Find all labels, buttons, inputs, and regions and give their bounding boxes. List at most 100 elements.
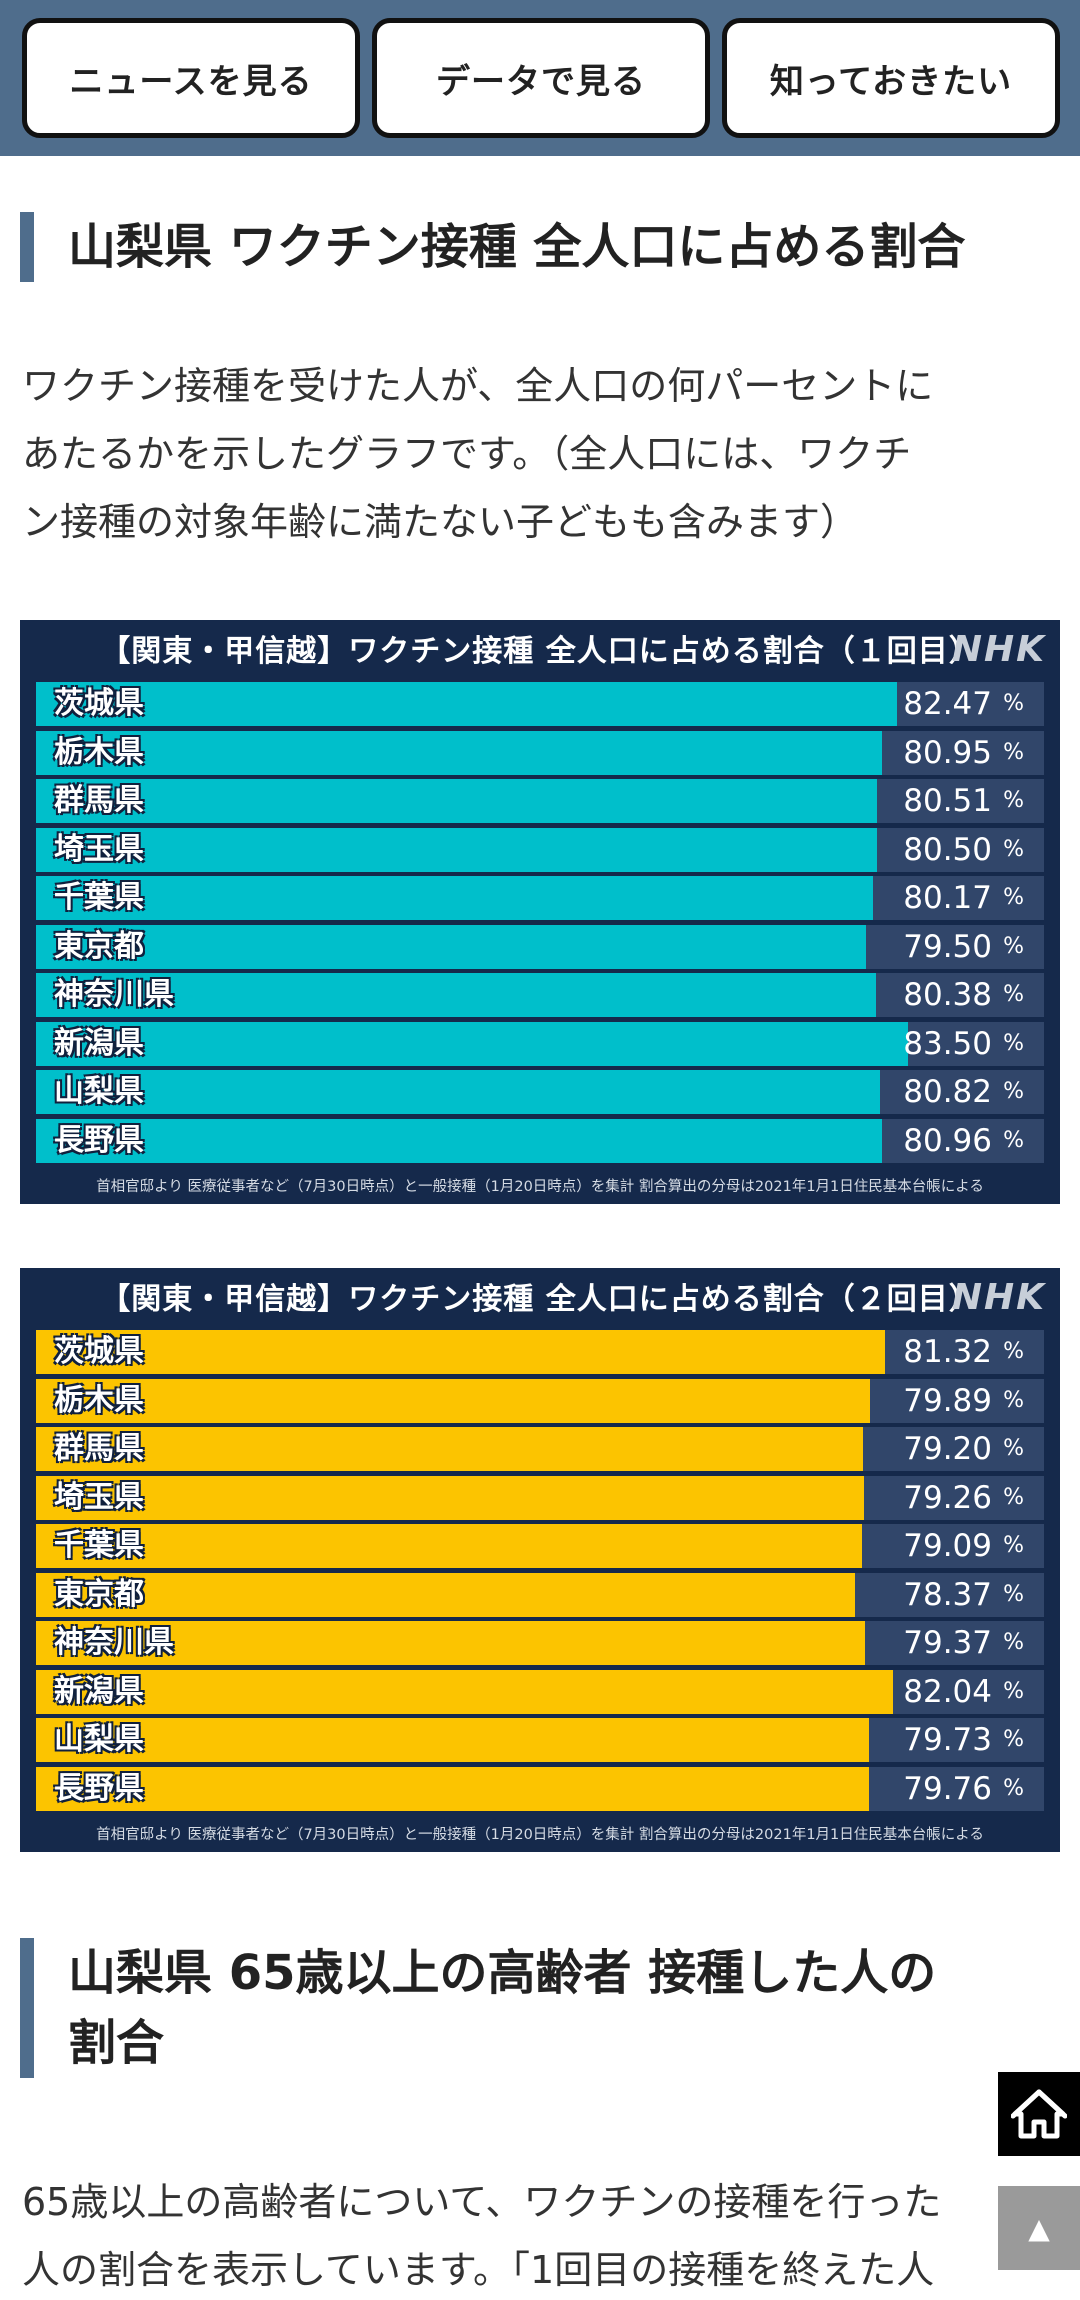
bar-value-label: 79.26 (903, 1479, 992, 1516)
bar (36, 1118, 882, 1163)
bar-category-label: 神奈川県 (54, 977, 174, 1012)
bar-value-label: 79.37 (903, 1625, 992, 1661)
bar-value-label: 82.04 (903, 1673, 992, 1710)
bar-unit-label: % (1003, 836, 1024, 862)
chart-second-dose: 【関東・甲信越】ワクチン接種 全人口に占める割合（２回目） NHK 茨城県 81.… (20, 1268, 1060, 1852)
bar-category-label: 神奈川県 (54, 1625, 174, 1660)
bar-unit-label: % (1003, 788, 1024, 813)
bar-value-label: 79.50 (903, 928, 992, 965)
bar-value-label: 80.95 (903, 734, 992, 771)
chart-row: 埼玉県 79.26% (36, 1475, 1044, 1520)
home-button[interactable] (998, 2072, 1080, 2156)
chart-title: 【関東・甲信越】ワクチン接種 全人口に占める割合（１回目） (100, 634, 980, 669)
bar-unit-label: % (1003, 1436, 1024, 1461)
section-heading-vaccination-ratio: 山梨県 ワクチン接種 全人口に占める割合 (20, 212, 1060, 282)
bar-unit-label: % (1003, 1630, 1024, 1655)
bar (36, 730, 882, 775)
bar-value-label: 80.50 (903, 831, 992, 868)
back-to-top-button[interactable]: ▲ (998, 2186, 1080, 2270)
bar (36, 1070, 880, 1114)
bar-category-label: 群馬県 (54, 783, 144, 818)
bar-unit-label: % (1003, 1339, 1024, 1364)
bar-unit-label: % (1003, 1127, 1024, 1153)
bar-category-label: 山梨県 (54, 1722, 144, 1757)
chart-row: 山梨県 80.82% (36, 1070, 1044, 1114)
section-description: ワクチン接種を受けた人が、全人口の何パーセントに あたるかを示したグラフです。（… (22, 352, 1062, 556)
bar (36, 1021, 908, 1066)
chart-rows: 茨城県 82.47% 栃木県 80.95% 群馬県 80.51% 埼玉県 80.50% 千葉県 8… (36, 682, 1044, 1167)
bar-unit-label: % (1003, 1079, 1024, 1104)
bar-unit-label: % (1003, 1727, 1024, 1752)
top-nav: ニュースを見る データで見る 知っておきたい (0, 0, 1080, 156)
chart-row: 茨城県 82.47% (36, 682, 1044, 726)
bar-value-label: 79.89 (903, 1382, 992, 1419)
chart-row: 新潟県 83.50% (36, 1021, 1044, 1066)
bar-value-label: 80.82 (903, 1074, 992, 1110)
bar-value-label: 79.76 (903, 1770, 992, 1807)
chart-row: 長野県 79.76% (36, 1766, 1044, 1811)
bar-category-label: 群馬県 (54, 1431, 144, 1466)
chart-row: 栃木県 80.95% (36, 730, 1044, 775)
bar (36, 1524, 862, 1568)
bar-category-label: 長野県 (54, 1770, 144, 1806)
bar-value-label: 80.96 (903, 1122, 992, 1159)
bar-unit-label: % (1003, 885, 1024, 910)
up-arrow-icon: ▲ (1028, 2211, 1050, 2245)
bar (36, 1718, 869, 1762)
bar-category-label: 東京都 (54, 928, 144, 964)
bar-unit-label: % (1003, 933, 1024, 959)
bar (36, 1427, 863, 1471)
news-button[interactable]: ニュースを見る (22, 18, 360, 138)
description-line: ワクチン接種を受けた人が、全人口の何パーセントに (22, 364, 934, 408)
bar-value-label: 81.32 (903, 1334, 992, 1370)
chart-row: 群馬県 80.51% (36, 779, 1044, 823)
home-icon (1011, 2089, 1067, 2139)
bar (36, 682, 897, 726)
bar-category-label: 新潟県 (54, 1025, 144, 1061)
chart-row: 神奈川県 80.38% (36, 973, 1044, 1017)
bar-unit-label: % (1003, 691, 1024, 716)
bar-category-label: 新潟県 (54, 1673, 144, 1709)
bar-unit-label: % (1003, 1775, 1024, 1801)
bar-unit-label: % (1003, 1387, 1024, 1413)
bar-unit-label: % (1003, 1581, 1024, 1607)
heading-line: 割合 (68, 2015, 165, 2071)
bar-category-label: 長野県 (54, 1122, 144, 1158)
chart-row: 新潟県 82.04% (36, 1669, 1044, 1714)
description-line: あたるかを示したグラフです。（全人口には、ワクチ (22, 432, 912, 476)
chart-first-dose: 【関東・甲信越】ワクチン接種 全人口に占める割合（１回目） NHK 茨城県 82.… (20, 620, 1060, 1204)
description-line: 65歳以上の高齢者について、ワクチンの接種を行った (22, 2180, 942, 2224)
bar-unit-label: % (1003, 1484, 1024, 1510)
know-button[interactable]: 知っておきたい (722, 18, 1060, 138)
bar-value-label: 80.51 (903, 783, 992, 819)
bar-category-label: 山梨県 (54, 1074, 144, 1109)
chart-row: 千葉県 79.09% (36, 1524, 1044, 1568)
bar-value-label: 83.50 (903, 1025, 992, 1062)
chart-row: 埼玉県 80.50% (36, 827, 1044, 872)
bar-value-label: 80.38 (903, 977, 992, 1013)
chart-row: 千葉県 80.17% (36, 876, 1044, 920)
data-button[interactable]: データで見る (372, 18, 710, 138)
section-heading-elderly: 山梨県 65歳以上の高齢者 接種した人の 割合 (20, 1938, 1060, 2078)
bar-category-label: 栃木県 (54, 734, 144, 770)
bar (36, 1572, 855, 1617)
chart-title: 【関東・甲信越】ワクチン接種 全人口に占める割合（２回目） (100, 1282, 980, 1317)
chart-rows: 茨城県 81.32% 栃木県 79.89% 群馬県 79.20% 埼玉県 79.26% 千葉県 7… (36, 1330, 1044, 1815)
bar (36, 876, 873, 920)
chart-source-note: 首相官邸より 医療従事者など（7月30日時点）と一般接種（1月20日時点）を集計… (96, 1179, 984, 1195)
bar-unit-label: % (1003, 1678, 1024, 1704)
bar (36, 1475, 864, 1520)
bar-value-label: 78.37 (903, 1576, 992, 1613)
bar-value-label: 79.73 (903, 1722, 992, 1758)
bar (36, 779, 877, 823)
bar (36, 827, 877, 872)
bar-unit-label: % (1003, 739, 1024, 765)
chart-row: 神奈川県 79.37% (36, 1621, 1044, 1665)
bar (36, 1766, 869, 1811)
bar (36, 1621, 865, 1665)
bar-unit-label: % (1003, 982, 1024, 1007)
bar-unit-label: % (1003, 1030, 1024, 1056)
bar-category-label: 東京都 (54, 1576, 144, 1612)
bar (36, 973, 876, 1017)
description-line: ン接種の対象年齢に満たない子どもも含みます） (22, 500, 859, 544)
